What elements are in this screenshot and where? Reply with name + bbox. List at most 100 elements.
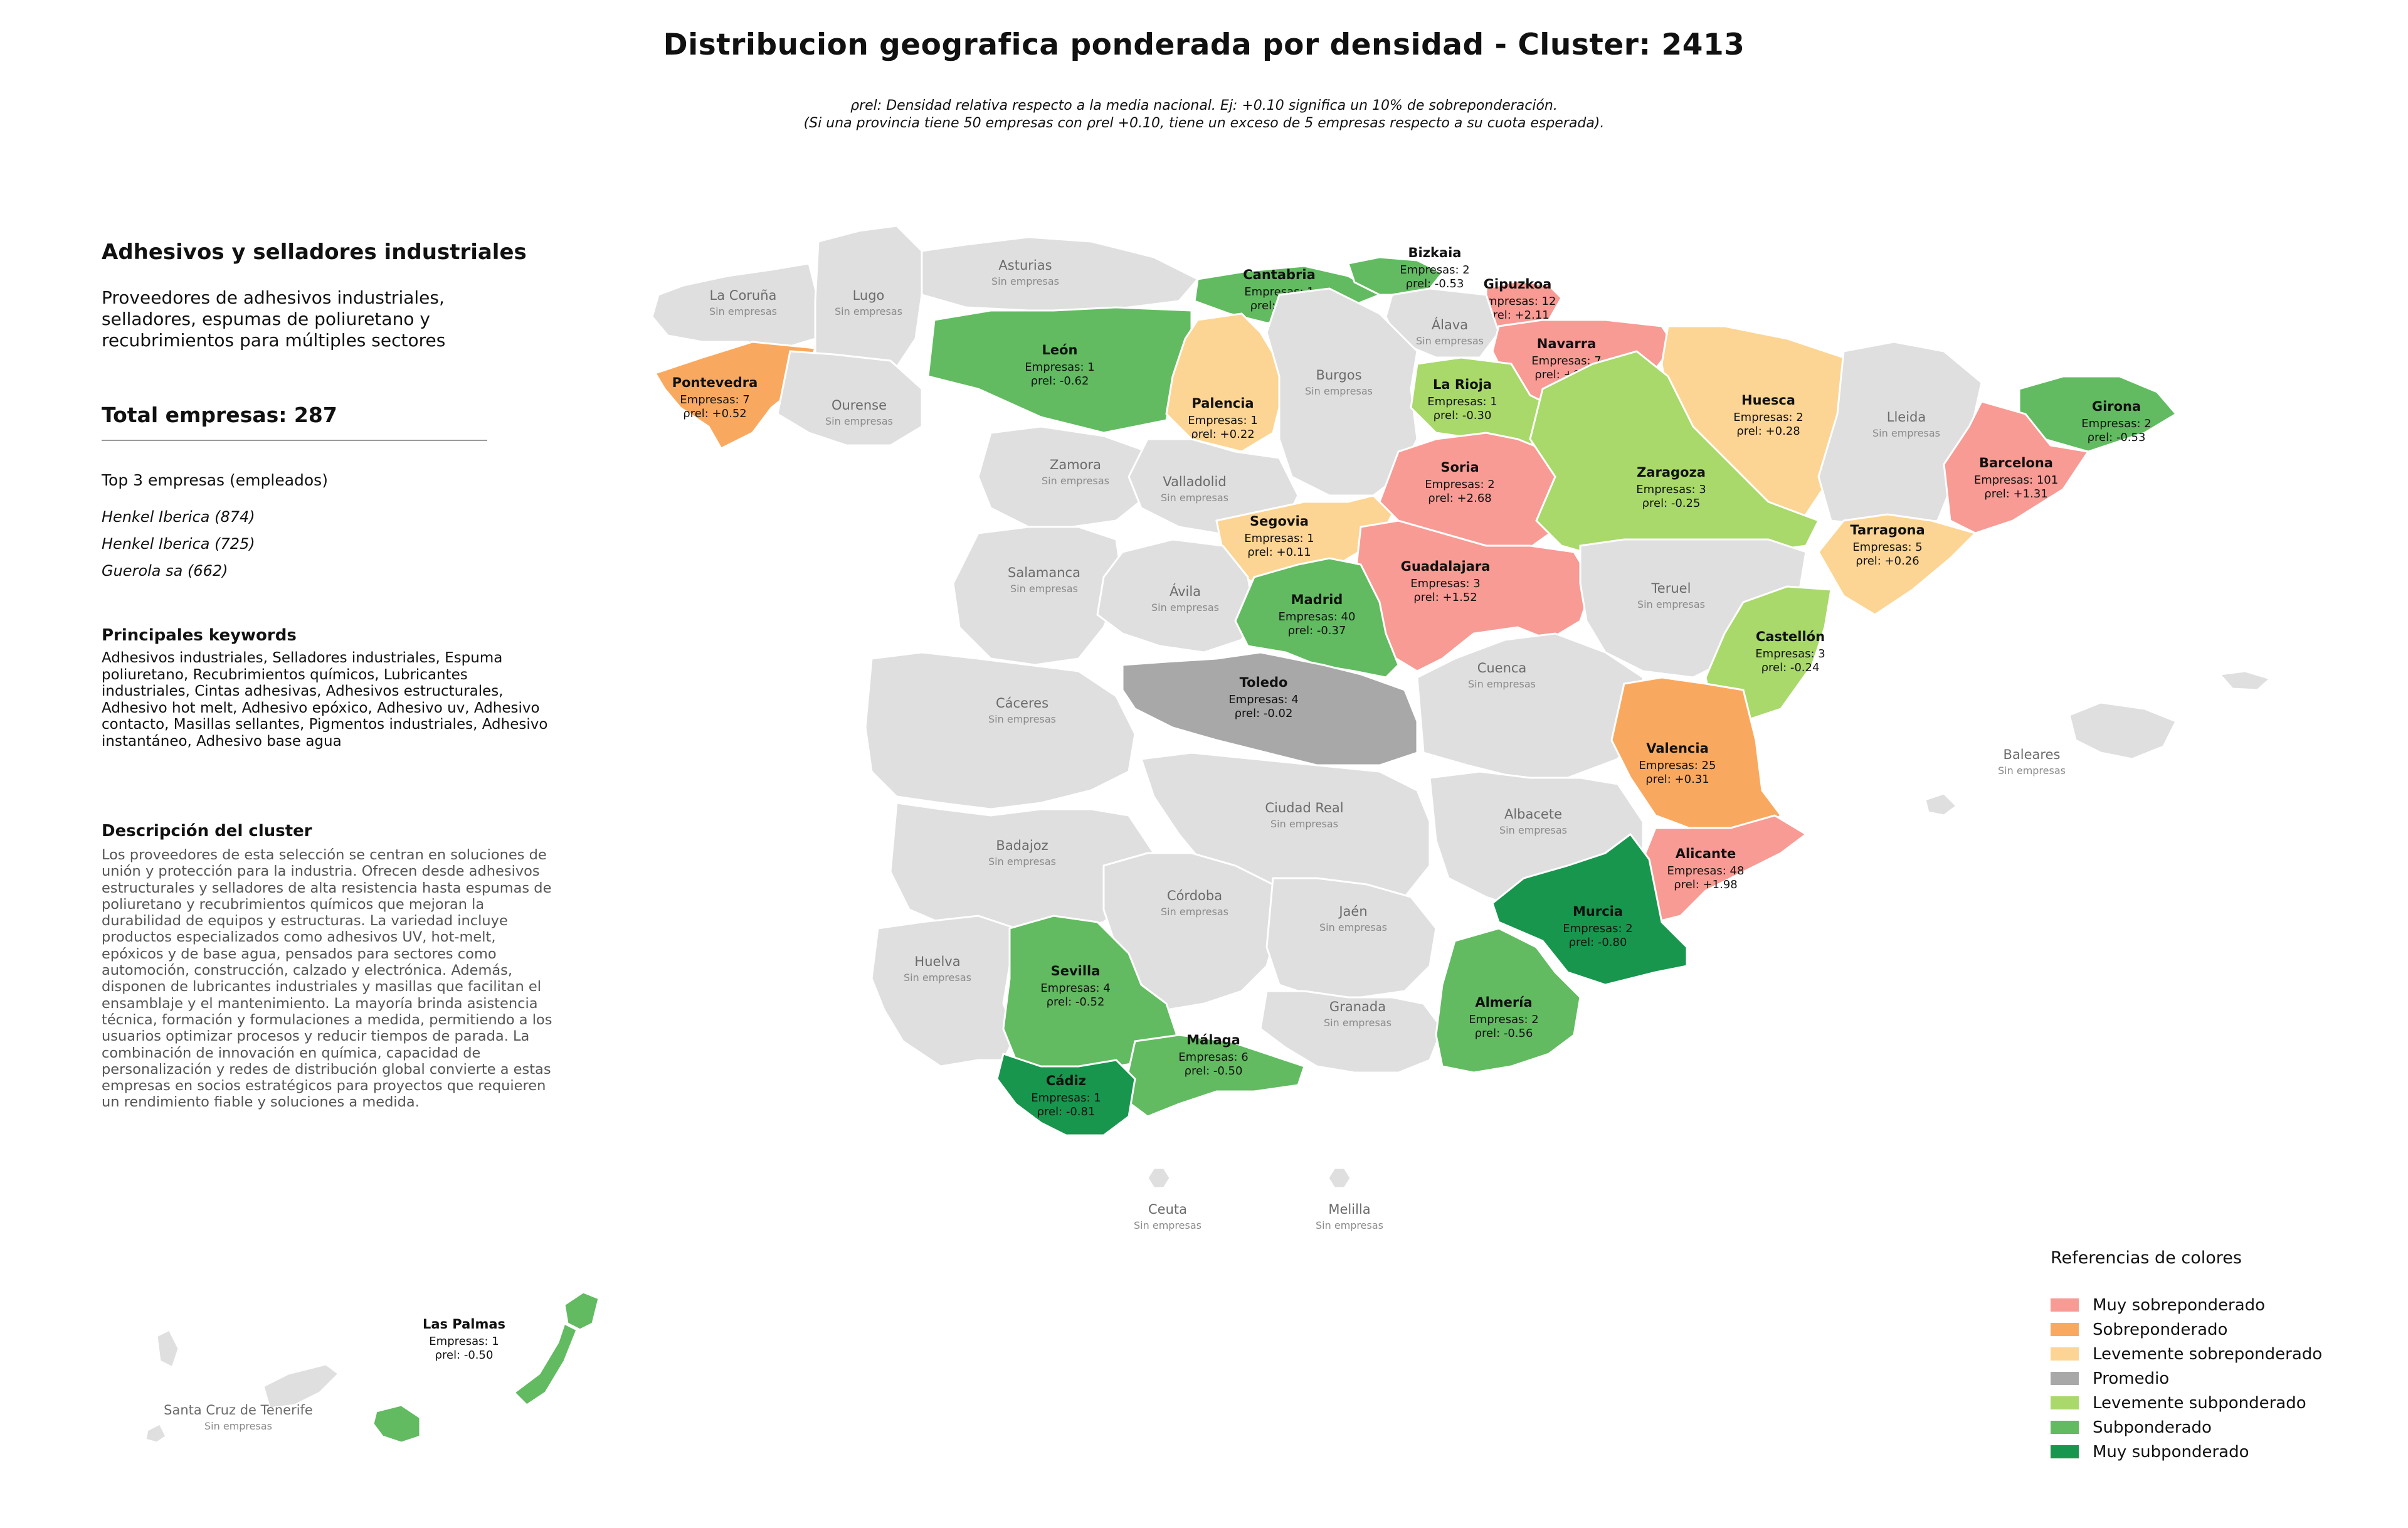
province-label: Badajoz bbox=[996, 838, 1048, 853]
legend-swatch bbox=[2051, 1323, 2079, 1336]
province-companies: Empresas: 1 bbox=[1427, 395, 1497, 408]
province-shape bbox=[1943, 400, 2090, 534]
legend-swatch bbox=[2051, 1298, 2079, 1312]
province-rho: ρrel: -0.56 bbox=[1475, 1027, 1533, 1040]
province-companies: Empresas: 1 bbox=[1244, 532, 1314, 545]
province-teruel: Teruel Sin empresas bbox=[1579, 538, 1807, 679]
province-companies: Empresas: 6 bbox=[1178, 1051, 1248, 1064]
keywords-text: Adhesivos industriales, Selladores indus… bbox=[102, 650, 548, 750]
province-label: Barcelona bbox=[1979, 455, 2053, 470]
province-label: Cáceres bbox=[996, 696, 1048, 711]
province-shape bbox=[1234, 557, 1400, 679]
province-santa-cruz-de-tenerife: Santa Cruz de Tenerife Sin empresas bbox=[144, 1328, 341, 1444]
province-companies: Empresas: 2 bbox=[1469, 1013, 1538, 1026]
province-huelva: Huelva Sin empresas bbox=[870, 915, 1017, 1068]
top3-item: Guerola sa (662) bbox=[102, 562, 228, 580]
description-heading: Descripción del cluster bbox=[102, 822, 312, 841]
province-rho: ρrel: +0.26 bbox=[1856, 554, 1919, 568]
province-empty-note: Sin empresas bbox=[991, 275, 1059, 287]
density-note-line1: ρrel: Densidad relativa respecto a la me… bbox=[850, 98, 1558, 114]
province-label: Huesca bbox=[1741, 393, 1795, 408]
legend-title: Referencias de colores bbox=[2051, 1248, 2242, 1268]
province-shape bbox=[1096, 538, 1255, 654]
province-companies: Empresas: 25 bbox=[1639, 759, 1716, 772]
province-rho: ρrel: +1.52 bbox=[1413, 591, 1477, 604]
province-avila: Ávila Sin empresas bbox=[1096, 538, 1255, 654]
province-rho: ρrel: +0.31 bbox=[1645, 773, 1709, 786]
province-shape bbox=[1924, 792, 1958, 817]
legend: Referencias de colores Muy sobreponderad… bbox=[2051, 1248, 2377, 1464]
province-rho: ρrel: +0.28 bbox=[1736, 425, 1800, 438]
province-shape bbox=[653, 341, 817, 450]
legend-label: Levemente subponderado bbox=[2093, 1393, 2306, 1413]
province-rho: ρrel: +0.11 bbox=[1247, 546, 1311, 559]
province-label: Madrid bbox=[1291, 592, 1343, 607]
province-companies: Empresas: 5 bbox=[1852, 541, 1922, 554]
province-label: Burgos bbox=[1316, 368, 1361, 383]
province-label: Valencia bbox=[1646, 741, 1708, 756]
province-companies: Empresas: 2 bbox=[1425, 478, 1494, 491]
province-rho: ρrel: +1.98 bbox=[1674, 878, 1737, 891]
province-label: Zamora bbox=[1050, 457, 1101, 472]
province-label: Ávila bbox=[1170, 583, 1201, 599]
province-shape bbox=[563, 1291, 600, 1331]
province-rho: ρrel: -0.24 bbox=[1761, 661, 1820, 674]
province-companies: Empresas: 2 bbox=[1563, 922, 1632, 935]
province-companies: Empresas: 2 bbox=[2081, 417, 2151, 430]
province-companies: Empresas: 3 bbox=[1410, 577, 1480, 590]
province-label: Castellón bbox=[1756, 629, 1825, 644]
province-shape bbox=[144, 1422, 167, 1444]
province-label: La Coruña bbox=[710, 288, 777, 303]
province-label: Tarragona bbox=[1850, 523, 1925, 538]
province-label: Huelva bbox=[914, 954, 960, 969]
total-companies: Total empresas: 287 bbox=[102, 403, 337, 427]
province-shape bbox=[1416, 632, 1644, 779]
legend-swatch bbox=[2051, 1396, 2079, 1409]
keywords-heading: Principales keywords bbox=[102, 626, 297, 645]
province-empty-note: Sin empresas bbox=[1151, 602, 1219, 613]
legend-item: Muy sobreponderado bbox=[2051, 1293, 2377, 1317]
province-shape bbox=[512, 1322, 578, 1406]
province-companies: Empresas: 1 bbox=[429, 1335, 499, 1348]
province-shape bbox=[814, 225, 923, 378]
province-label: Murcia bbox=[1573, 904, 1623, 919]
province-shape bbox=[1121, 1034, 1306, 1118]
province-shape bbox=[870, 915, 1017, 1068]
province-rho: ρrel: -0.80 bbox=[1569, 936, 1627, 949]
description-text: Los proveedores de esta selección se cen… bbox=[102, 847, 552, 1111]
province-rho: ρrel: +0.52 bbox=[683, 407, 746, 420]
cluster-subtitle: Proveedores de adhesivos industriales, s… bbox=[102, 287, 446, 351]
province-la-coruna: La Coruña Sin empresas bbox=[651, 262, 820, 349]
province-shape bbox=[372, 1404, 421, 1444]
province-shape bbox=[996, 1053, 1136, 1137]
province-label: Santa Cruz de Tenerife bbox=[164, 1403, 313, 1418]
panel-divider bbox=[102, 440, 487, 441]
province-label: Toledo bbox=[1240, 675, 1288, 690]
province-shape bbox=[1165, 312, 1281, 453]
legend-swatch bbox=[2051, 1347, 2079, 1361]
province-label: Gipuzkoa bbox=[1484, 277, 1552, 292]
province-rho: ρrel: -0.30 bbox=[1434, 409, 1492, 422]
province-empty-note: Sin empresas bbox=[1316, 1219, 1383, 1231]
province-label: Lugo bbox=[853, 288, 885, 303]
province-rho: ρrel: +0.22 bbox=[1191, 428, 1254, 441]
province-shape bbox=[1610, 676, 1783, 836]
legend-label: Muy subponderado bbox=[2093, 1442, 2249, 1462]
province-companies: Empresas: 3 bbox=[1636, 483, 1706, 496]
province-empty-note: Sin empresas bbox=[204, 1420, 272, 1432]
province-cuenca: Cuenca Sin empresas bbox=[1416, 632, 1644, 779]
province-shape bbox=[1327, 1167, 1352, 1189]
province-label: Lleida bbox=[1887, 410, 1926, 425]
province-companies: Empresas: 1 bbox=[1031, 1091, 1101, 1105]
province-rho: ρrel: +1.31 bbox=[1984, 487, 2047, 501]
